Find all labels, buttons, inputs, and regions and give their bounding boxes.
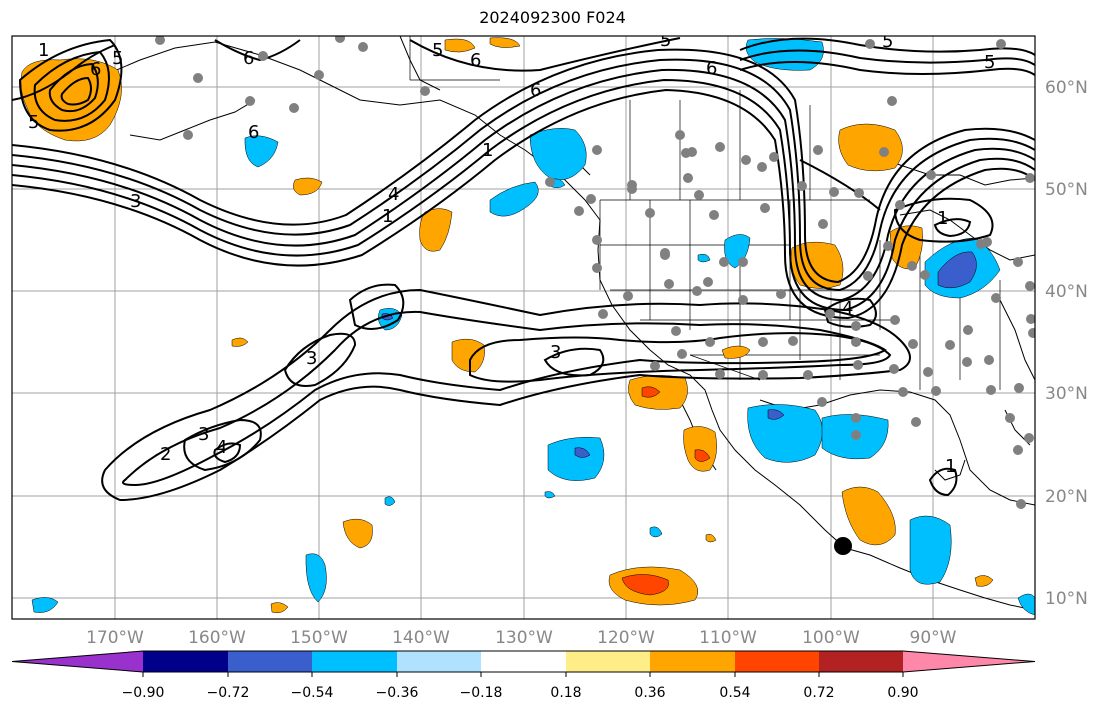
contour-label: 6	[90, 59, 101, 80]
lon-label: 130°W	[495, 628, 553, 648]
lat-label: 50°N	[1045, 180, 1088, 200]
colorbar-segment	[566, 651, 650, 672]
contour-label: 6	[706, 58, 717, 79]
colorbar-segment	[228, 651, 312, 672]
contour-label: 6	[470, 50, 481, 71]
colorbar-tick-label: 0.90	[887, 685, 918, 701]
colorbar	[11, 650, 1036, 673]
contour-label: 3	[550, 342, 561, 363]
colorbar-tick-label: −0.54	[291, 685, 334, 701]
colorbar-segment	[397, 651, 481, 672]
lon-label: 140°W	[392, 628, 450, 648]
colorbar-tick-label: −0.90	[122, 685, 165, 701]
colorbar-tick-label: −0.36	[376, 685, 419, 701]
colorbar-ticks: −0.90 −0.72 −0.54 −0.36 −0.18 0.18 0.36 …	[122, 672, 919, 701]
colorbar-tick-label: −0.72	[207, 685, 250, 701]
contour-label: 4	[388, 184, 399, 205]
contour-label: 1	[382, 206, 393, 227]
lon-label: 150°W	[290, 628, 348, 648]
contour-label: 5	[28, 112, 39, 133]
lon-label: 160°W	[188, 628, 246, 648]
lon-label: 90°W	[910, 628, 957, 648]
colorbar-segment	[312, 651, 397, 672]
lat-label: 40°N	[1045, 282, 1088, 302]
contour-label: 5	[112, 48, 123, 69]
contour-label: 6	[530, 80, 541, 101]
contour-label: 3	[306, 348, 317, 369]
colorbar-tick-label: 0.18	[550, 685, 581, 701]
contour-label: 2	[160, 444, 171, 465]
contour-label: 5	[660, 30, 671, 51]
map-area: 1 5 6 6 6 5 6 5 6 5 6 5 5 3 4 1 1 4 3 3 …	[12, 30, 1035, 619]
latitude-axis: 60°N 50°N 40°N 30°N 20°N 10°N	[1045, 78, 1088, 609]
lat-label: 30°N	[1045, 384, 1088, 404]
colorbar-tick-label: 0.72	[803, 685, 834, 701]
lat-label: 20°N	[1045, 487, 1088, 507]
map-title: 2024092300 F024	[479, 8, 626, 27]
lon-label: 100°W	[802, 628, 860, 648]
lat-label: 10°N	[1045, 589, 1088, 609]
colorbar-segment	[650, 651, 735, 672]
contour-label: 1	[482, 140, 493, 161]
lat-label: 60°N	[1045, 78, 1088, 98]
colorbar-segment	[819, 651, 903, 672]
contour-label: 6	[243, 48, 254, 69]
lon-label: 170°W	[86, 628, 144, 648]
colorbar-tick-label: 0.54	[719, 685, 750, 701]
contour-label: 5	[882, 31, 893, 52]
lon-label: 110°W	[699, 628, 757, 648]
contour-label: 4	[842, 298, 853, 319]
contour-label: 3	[198, 424, 209, 445]
contour-label-group: 1 5 6 6 6 5 6 5 6 5 6 5 5 3 4 1 1 4 3 3 …	[28, 30, 995, 477]
contour-label: 1	[937, 208, 948, 229]
colorbar-segment	[735, 651, 819, 672]
colorbar-tick-label: −0.18	[460, 685, 503, 701]
contour-label: 5	[984, 52, 995, 73]
contour-label: 1	[945, 456, 956, 477]
lon-label: 120°W	[597, 628, 655, 648]
contour-label: 6	[248, 122, 259, 143]
contour-label: 3	[130, 191, 141, 212]
colorbar-segment	[481, 651, 566, 672]
colorbar-tick-label: 0.36	[634, 685, 665, 701]
map-frame	[11, 35, 1036, 620]
colorbar-segment	[12, 651, 143, 672]
contour-lines	[12, 37, 1035, 502]
colorbar-segment	[143, 651, 228, 672]
colorbar-segment	[903, 651, 1035, 672]
longitude-axis: 170°W 160°W 150°W 140°W 130°W 120°W 110°…	[86, 628, 957, 648]
contour-label: 5	[432, 40, 443, 61]
contour-label: 1	[38, 40, 49, 61]
black-marker	[834, 537, 852, 555]
station-markers	[155, 36, 1035, 509]
contour-label: 4	[216, 437, 227, 458]
